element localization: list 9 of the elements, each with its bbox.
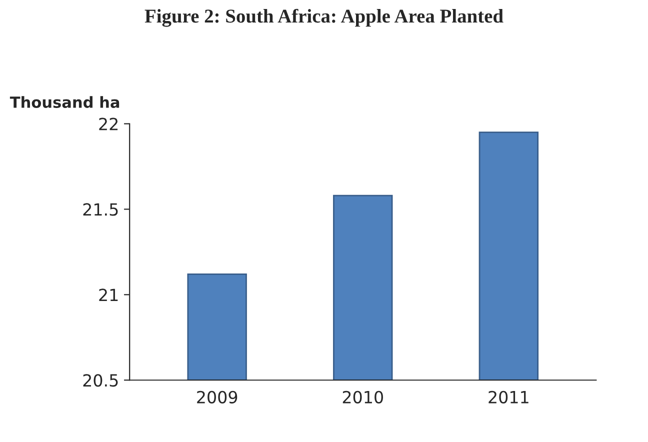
x-tick-label: 2009 [197, 390, 238, 404]
y-tick-label: 20.5 [83, 374, 118, 387]
chart-title: Figure 2: South Africa: Apple Area Planted [144, 8, 504, 27]
y-tick-label: 21 [99, 288, 118, 301]
x-tick-label: 2010 [342, 390, 383, 404]
y-tick-label: 21.5 [83, 203, 118, 216]
y-tick-label: 22 [99, 118, 118, 130]
x-tick-label: 2011 [488, 390, 528, 404]
y-axis-title: Thousand ha [10, 96, 120, 108]
